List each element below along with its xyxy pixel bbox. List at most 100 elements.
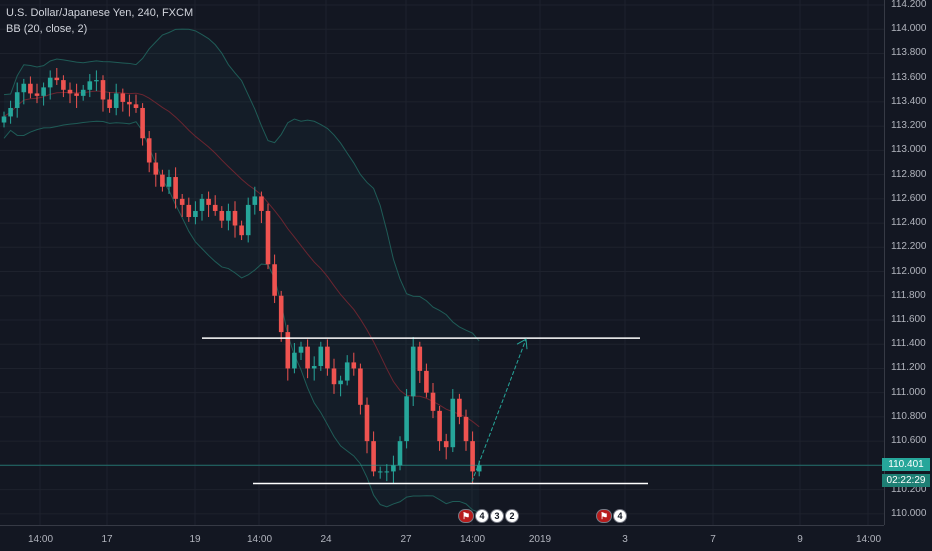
- candle-body: [80, 89, 86, 96]
- candle-body: [232, 210, 238, 226]
- projection-arrowhead: [516, 338, 528, 350]
- symbol-title[interactable]: U.S. Dollar/Japanese Yen, 240, FXCM: [6, 7, 194, 19]
- price-tick-label: 113.400: [891, 95, 927, 107]
- candle-body: [133, 104, 139, 108]
- candle-body: [417, 346, 423, 371]
- candle-body: [384, 471, 390, 473]
- current-price-label: 110.401: [882, 458, 930, 471]
- candle-body: [259, 196, 264, 211]
- time-tick-label: 3: [622, 534, 628, 545]
- candle-body: [8, 107, 13, 117]
- candle-body: [34, 93, 40, 96]
- candle-body: [28, 83, 33, 94]
- event-count-label: 3: [490, 509, 504, 523]
- candle-body: [54, 77, 60, 81]
- time-scale[interactable]: 14:00 17 19 14:00 24 27 14:00 2019 3 7 9 14:00: [0, 525, 884, 551]
- candle-body: [292, 352, 297, 369]
- candle-body: [252, 196, 258, 205]
- candle-body: [351, 362, 357, 369]
- candle-body: [212, 204, 218, 211]
- candle-body: [272, 264, 277, 296]
- price-tick-label: 111.400: [891, 338, 926, 350]
- projection-arrow: [471, 338, 527, 482]
- chart-legend: U.S. Dollar/Japanese Yen, 240, FXCM BB (…: [6, 5, 193, 37]
- candle-body: [265, 210, 271, 265]
- event-count-label: 2: [505, 509, 519, 523]
- candle-body: [318, 346, 324, 367]
- time-tick-label: 14:00: [247, 534, 273, 545]
- price-tick-label: 110.200: [891, 483, 927, 495]
- candle-body: [193, 210, 198, 218]
- bb-lower-band: [3, 120, 480, 513]
- time-tick-label: 7: [710, 534, 716, 545]
- price-tick-label: 114.200: [891, 0, 927, 10]
- candle-body: [463, 416, 469, 442]
- candle-body: [67, 89, 73, 94]
- price-tick-label: 112.800: [891, 168, 927, 180]
- candle-body: [127, 101, 132, 105]
- candle-body: [371, 441, 376, 472]
- price-tick-label: 110.600: [891, 435, 927, 447]
- candle-body: [298, 346, 304, 353]
- candle-body: [424, 370, 429, 393]
- time-tick-label: 19: [189, 534, 201, 545]
- candle-body: [74, 93, 79, 96]
- candle-body: [21, 83, 27, 93]
- candle-body: [140, 107, 145, 139]
- candle-body: [166, 177, 172, 187]
- candle-body: [100, 80, 106, 100]
- economic-event-marker[interactable]: ⚑ 4 3 2: [458, 509, 519, 523]
- candle-body: [325, 346, 330, 369]
- price-tick-label: 112.200: [891, 241, 927, 253]
- candle-body: [94, 80, 99, 82]
- candle-body: [173, 177, 178, 199]
- candle-body: [153, 162, 159, 175]
- candle-body: [160, 174, 165, 187]
- candle-body: [87, 81, 93, 90]
- price-scale[interactable]: 114.200 114.000 113.800 113.600 113.400 113.2…: [884, 0, 932, 525]
- price-tick-label: 114.000: [891, 23, 927, 35]
- candle-body: [331, 368, 337, 385]
- candle-body: [199, 198, 205, 211]
- candle-body: [206, 198, 211, 205]
- candle-body: [450, 398, 456, 448]
- candle-body: [457, 398, 462, 417]
- candle-body: [391, 465, 396, 472]
- candle-body: [358, 368, 363, 405]
- candle-body: [14, 92, 20, 108]
- candle-body: [120, 93, 126, 102]
- candle-body: [113, 93, 119, 108]
- price-tick-label: 111.600: [891, 313, 926, 325]
- candle-body: [470, 441, 475, 472]
- time-tick-label: 14:00: [856, 534, 882, 545]
- candle-body: [47, 77, 53, 88]
- candle-body: [61, 80, 66, 90]
- event-count-label: 4: [475, 509, 489, 523]
- candle-body: [476, 465, 482, 472]
- time-tick-label: 14:00: [460, 534, 486, 545]
- economic-event-marker[interactable]: ⚑ 4: [596, 509, 627, 523]
- flag-icon: ⚑: [458, 509, 474, 523]
- candle-body: [430, 392, 436, 411]
- candle-body: [364, 404, 370, 442]
- price-tick-label: 111.200: [891, 362, 926, 374]
- candle-body: [311, 366, 317, 369]
- time-tick-label: 9: [797, 534, 803, 545]
- time-tick-label: 24: [320, 534, 332, 545]
- candle-body: [397, 441, 403, 466]
- candle-body: [107, 99, 112, 108]
- price-tick-label: 111.800: [891, 289, 926, 301]
- price-tick-label: 113.800: [891, 47, 927, 59]
- price-tick-label: 112.600: [891, 192, 927, 204]
- price-tick-label: 110.800: [891, 410, 927, 422]
- price-tick-label: 111.000: [891, 386, 926, 398]
- price-tick-label: 112.400: [891, 217, 927, 229]
- time-tick-label: 17: [101, 534, 113, 545]
- candle-body: [285, 332, 291, 369]
- indicator-title[interactable]: BB (20, close, 2): [6, 23, 88, 35]
- candle-body: [179, 198, 185, 205]
- bar-countdown-label: 02:22:29: [882, 474, 930, 487]
- bb-upper-band: [3, 28, 480, 342]
- candle-body: [377, 471, 383, 473]
